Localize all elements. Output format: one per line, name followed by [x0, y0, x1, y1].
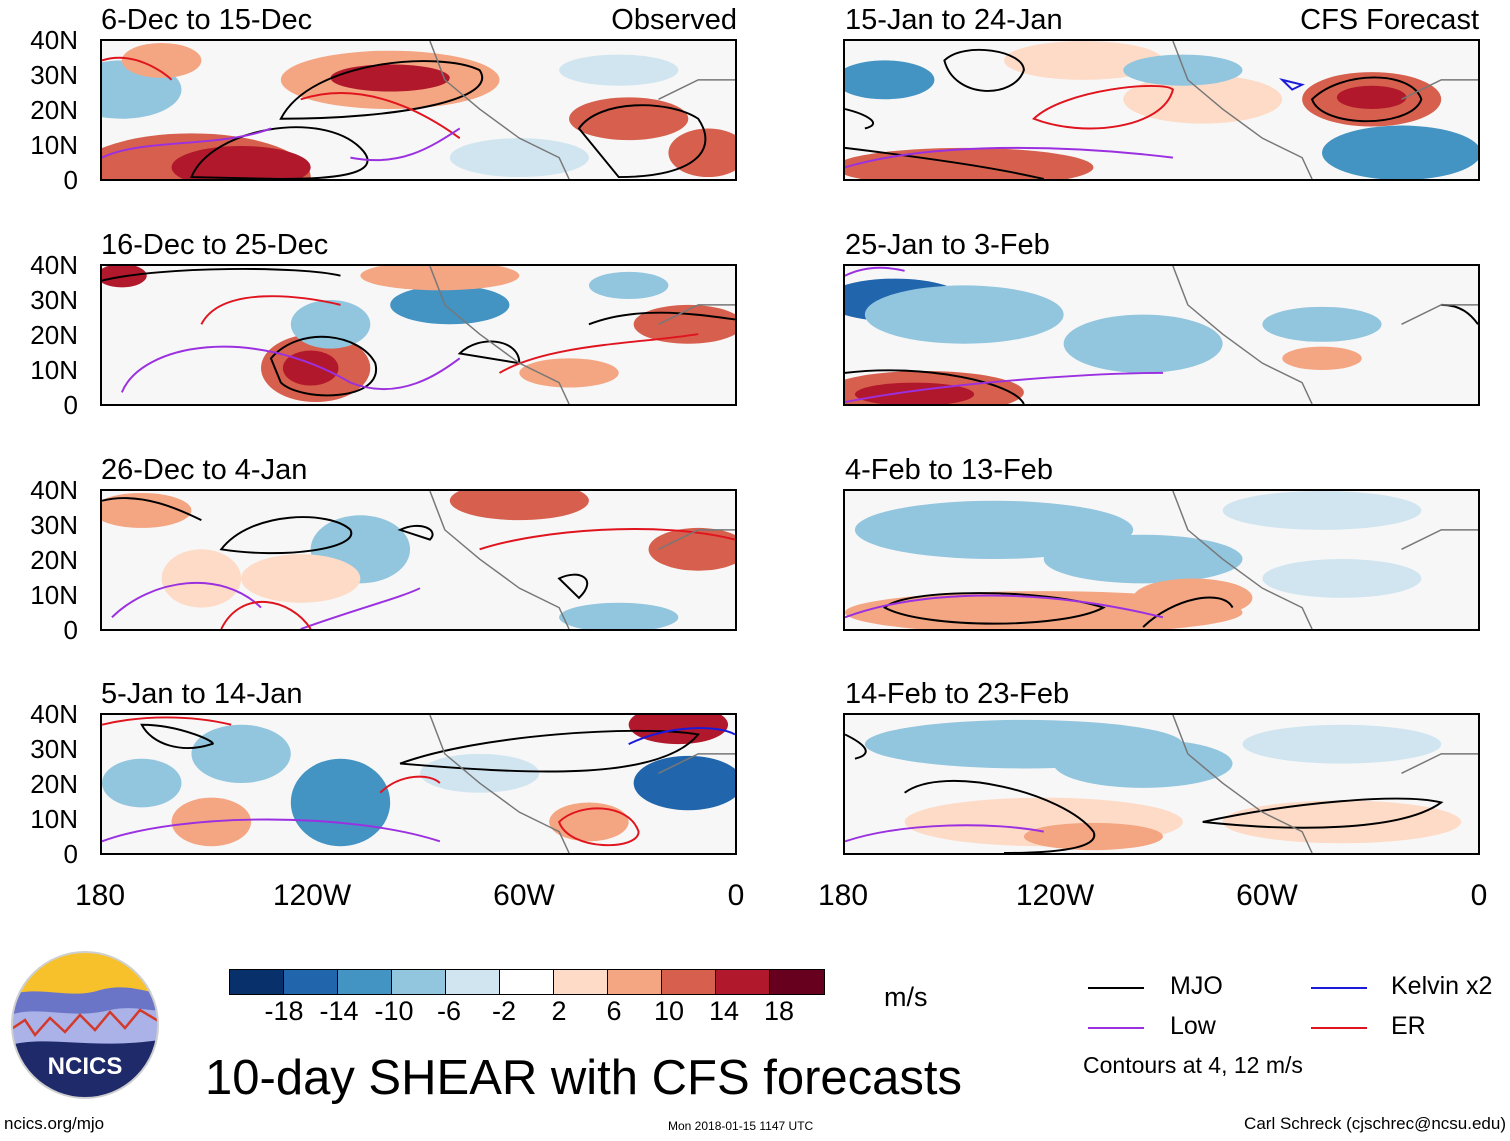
shear-field [845, 491, 1478, 629]
ncics-logo: NCICS [10, 950, 160, 1100]
legend-label-mjo: MJO [1170, 972, 1223, 1000]
colorbar-label: 14 [708, 996, 740, 1026]
lon-label: 60W [493, 879, 555, 912]
lat-label: 20N [30, 769, 78, 799]
shear-field [102, 266, 735, 404]
lat-label: 0 [63, 839, 78, 869]
footer-timestamp: Mon 2018-01-15 1147 UTC [668, 1119, 814, 1133]
lat-label: 40N [30, 25, 78, 55]
shear-map [100, 264, 737, 406]
panel-title: 16-Dec to 25-Dec [101, 229, 329, 261]
lat-label: 30N [30, 285, 78, 315]
lat-label: 40N [30, 475, 78, 505]
legend-label-er: ER [1391, 1012, 1426, 1040]
shear-map [843, 489, 1480, 631]
lat-label: 10N [30, 130, 78, 160]
legend-line-low [1088, 1027, 1144, 1029]
lat-label: 40N [30, 699, 78, 729]
shear-field [102, 41, 735, 179]
logo-text: NCICS [47, 1053, 123, 1080]
shear-map [100, 713, 737, 855]
colorbar-swatch [500, 970, 554, 994]
colorbar-label: -10 [374, 996, 414, 1026]
lon-label: 60W [1236, 879, 1298, 912]
shear-map [843, 39, 1480, 181]
legend-label-low: Low [1170, 1012, 1216, 1040]
lon-label: 0 [727, 879, 745, 912]
panel-tag: CFS Forecast [1300, 4, 1479, 36]
lat-label: 30N [30, 510, 78, 540]
colorbar-label: 2 [551, 996, 567, 1026]
colorbar-swatch [554, 970, 608, 994]
legend-label-kelvin: Kelvin x2 [1391, 972, 1493, 1000]
colorbar-swatch [338, 970, 392, 994]
colorbar-swatch [662, 970, 716, 994]
lat-label: 10N [30, 804, 78, 834]
colorbar-swatch [392, 970, 446, 994]
panel-title: 26-Dec to 4-Jan [101, 454, 308, 486]
colorbar-label: 6 [606, 996, 622, 1026]
lon-label: 180 [817, 879, 869, 912]
lat-label: 20N [30, 320, 78, 350]
panel-title: 6-Dec to 15-Dec [101, 4, 313, 36]
lat-label: 10N [30, 580, 78, 610]
colorbar-swatch [284, 970, 338, 994]
colorbar-label: -14 [319, 996, 359, 1026]
lat-label: 0 [63, 165, 78, 195]
panel-title: 4-Feb to 13-Feb [845, 454, 1053, 486]
legend-line-mjo [1088, 987, 1144, 989]
panel-title: 15-Jan to 24-Jan [845, 4, 1063, 36]
shear-field [845, 715, 1478, 853]
panel-title: 14-Feb to 23-Feb [845, 678, 1070, 710]
lat-label: 20N [30, 545, 78, 575]
shear-field [102, 491, 735, 629]
footer-url[interactable]: ncics.org/mjo [4, 1114, 105, 1133]
colorbar-units: m/s [884, 982, 928, 1012]
panel-title: 25-Jan to 3-Feb [845, 229, 1050, 261]
footer-author: Carl Schreck (cjschrec@ncsu.edu) [1244, 1114, 1506, 1133]
panel-title: 5-Jan to 14-Jan [101, 678, 303, 710]
lat-label: 40N [30, 250, 78, 280]
colorbar [229, 969, 825, 995]
shear-field [102, 715, 735, 853]
colorbar-label: -6 [436, 996, 461, 1026]
lon-label: 180 [74, 879, 126, 912]
colorbar-swatch [770, 970, 824, 994]
lon-label: 120W [272, 879, 352, 912]
panel-tag: Observed [611, 4, 737, 36]
lat-label: 20N [30, 95, 78, 125]
lat-label: 0 [63, 390, 78, 420]
shear-map [843, 713, 1480, 855]
shear-map [100, 39, 737, 181]
shear-field [845, 41, 1478, 179]
legend-line-er [1311, 1027, 1367, 1029]
shear-field [845, 266, 1478, 404]
colorbar-swatch [716, 970, 770, 994]
colorbar-swatch [608, 970, 662, 994]
lat-label: 30N [30, 60, 78, 90]
colorbar-swatch [446, 970, 500, 994]
contour-note: Contours at 4, 12 m/s [1083, 1052, 1303, 1078]
lat-label: 0 [63, 615, 78, 645]
lat-label: 10N [30, 355, 78, 385]
colorbar-label: 10 [653, 996, 685, 1026]
main-title: 10-day SHEAR with CFS forecasts [205, 1051, 963, 1105]
lon-label: 0 [1470, 879, 1488, 912]
colorbar-swatch [230, 970, 284, 994]
legend-line-kelvin [1311, 987, 1367, 989]
shear-map [100, 489, 737, 631]
lat-label: 30N [30, 734, 78, 764]
colorbar-label: -18 [264, 996, 304, 1026]
shear-map [843, 264, 1480, 406]
colorbar-label: 18 [763, 996, 795, 1026]
lon-label: 120W [1015, 879, 1095, 912]
colorbar-label: -2 [491, 996, 516, 1026]
